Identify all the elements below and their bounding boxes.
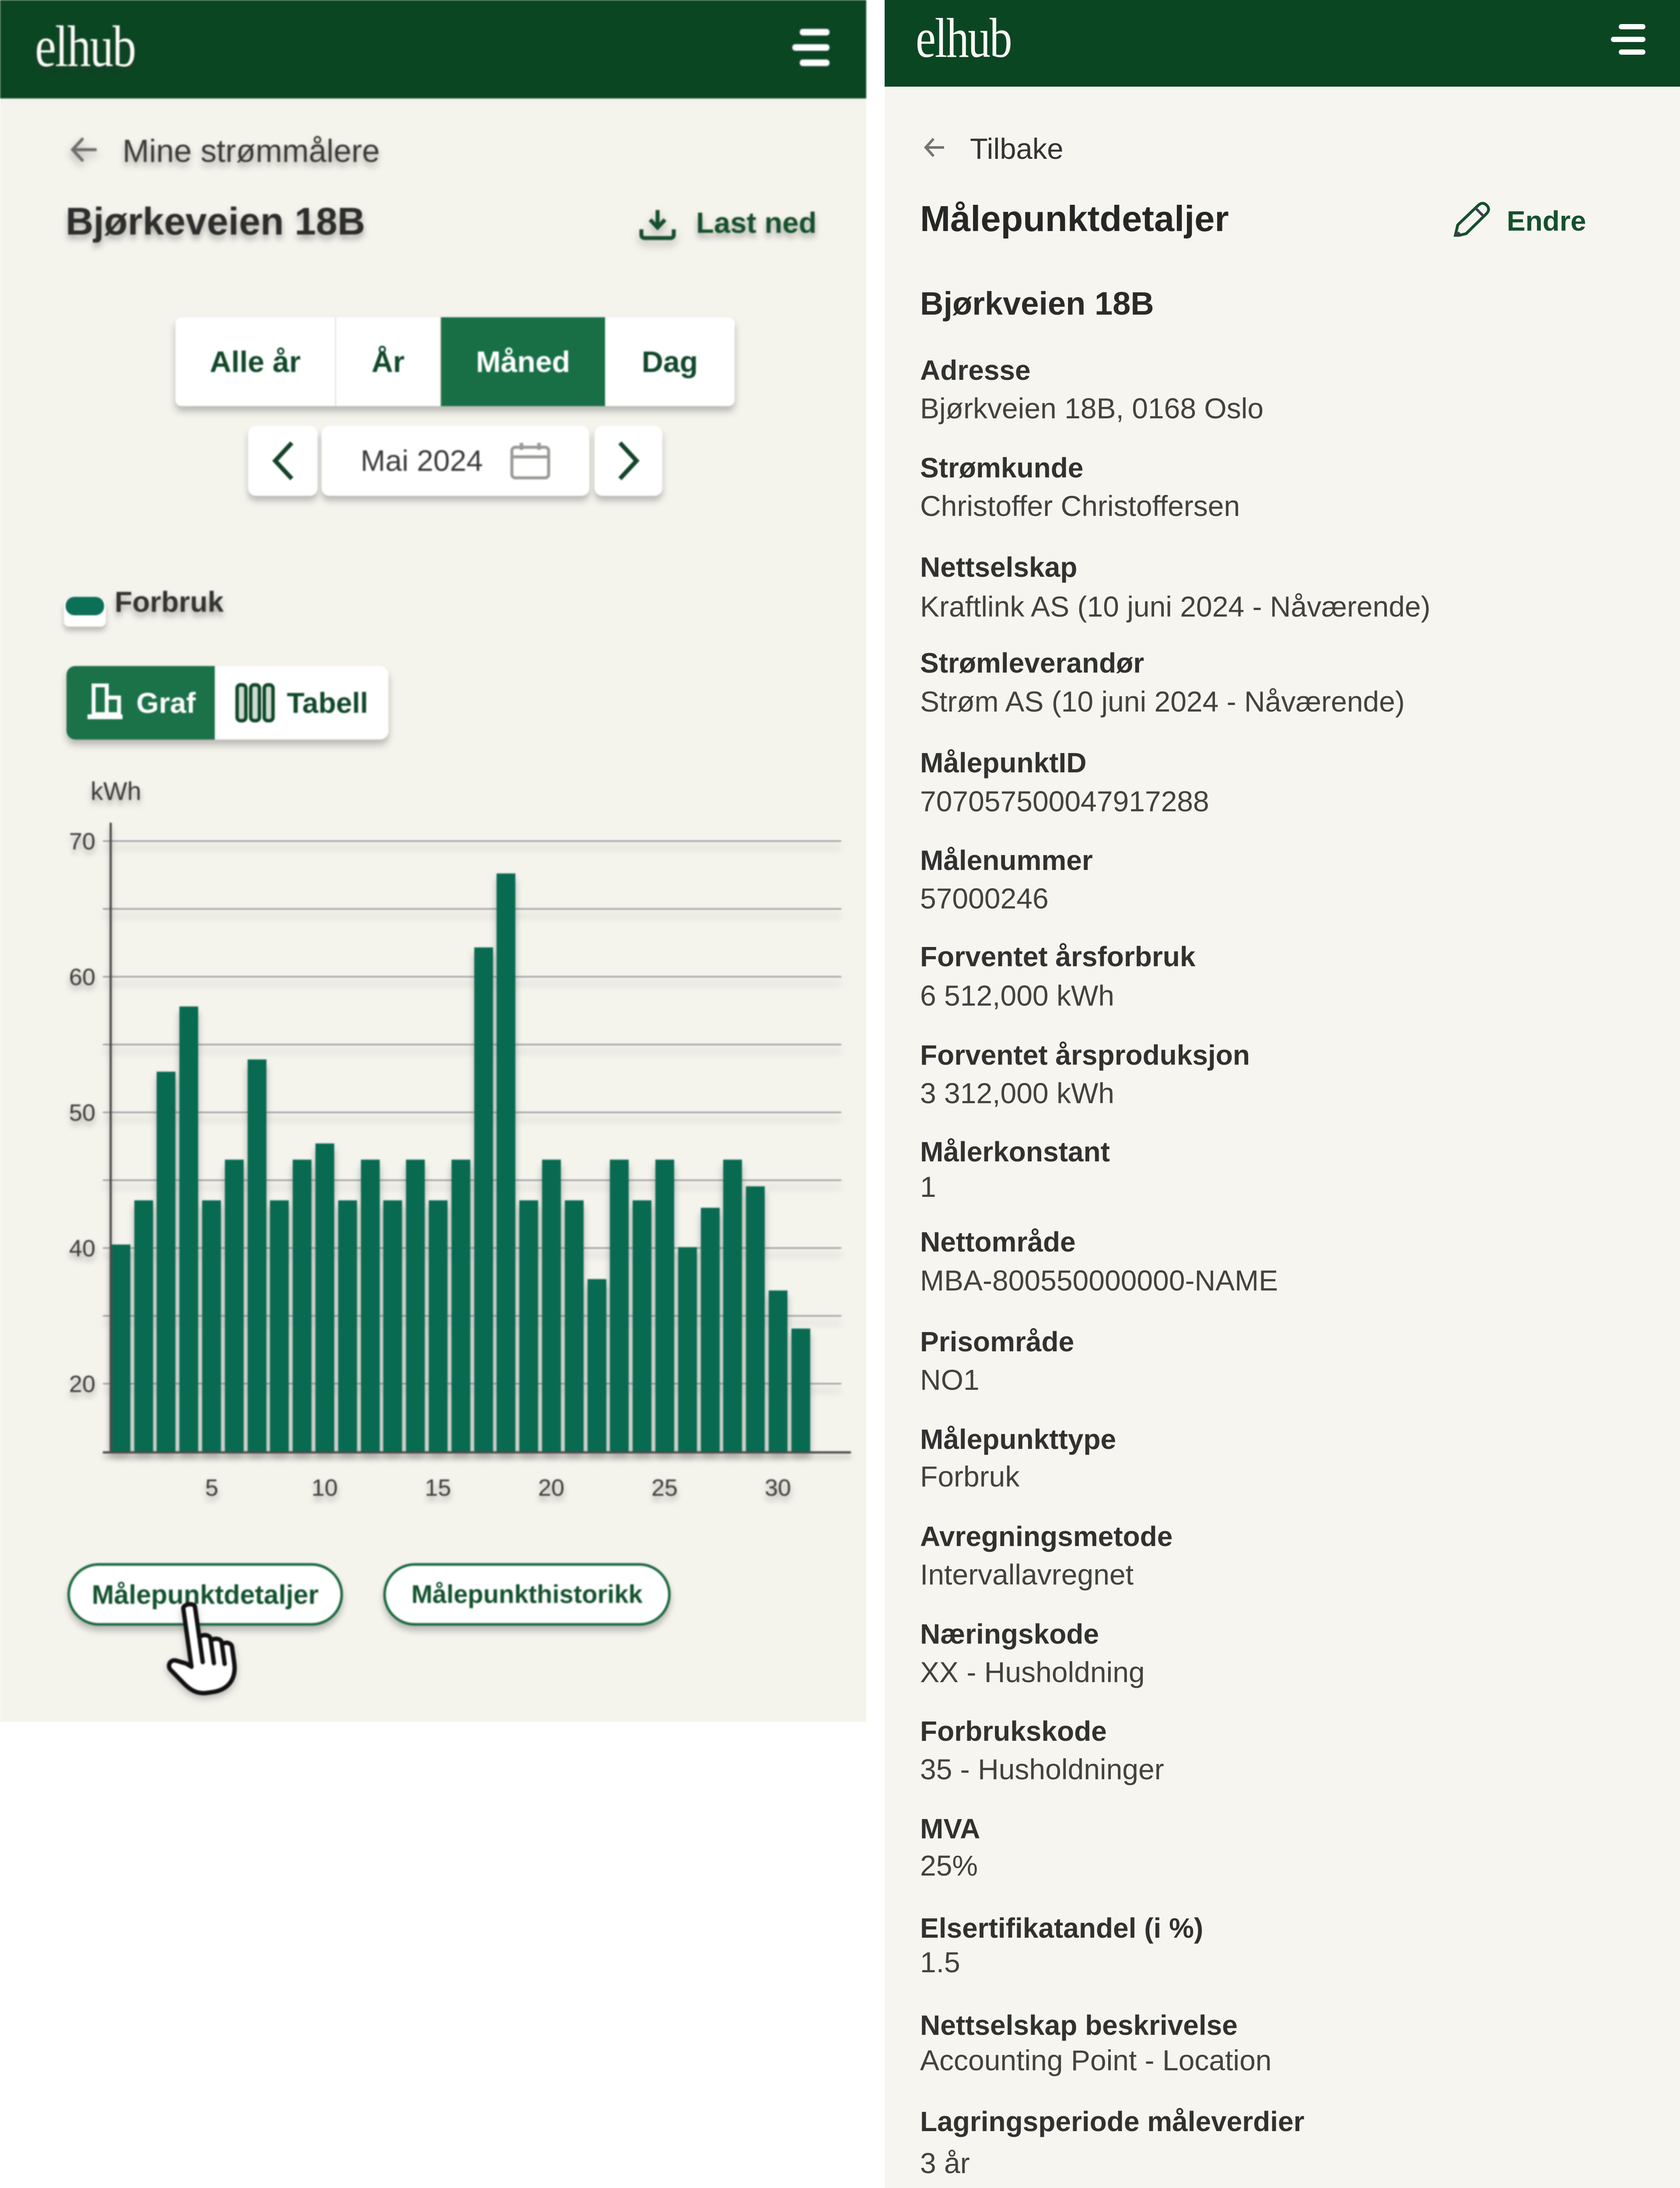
svg-text:20: 20	[538, 1475, 564, 1501]
svg-text:40: 40	[69, 1235, 95, 1262]
svg-text:25: 25	[651, 1475, 678, 1501]
svg-text:50: 50	[69, 1100, 95, 1126]
svg-text:10: 10	[312, 1475, 338, 1501]
svg-text:kWh: kWh	[91, 779, 141, 806]
svg-text:70: 70	[69, 828, 95, 855]
svg-text:20: 20	[69, 1371, 95, 1397]
svg-text:60: 60	[69, 964, 95, 990]
svg-text:15: 15	[425, 1475, 451, 1501]
svg-text:5: 5	[205, 1475, 218, 1501]
svg-text:30: 30	[765, 1475, 791, 1501]
